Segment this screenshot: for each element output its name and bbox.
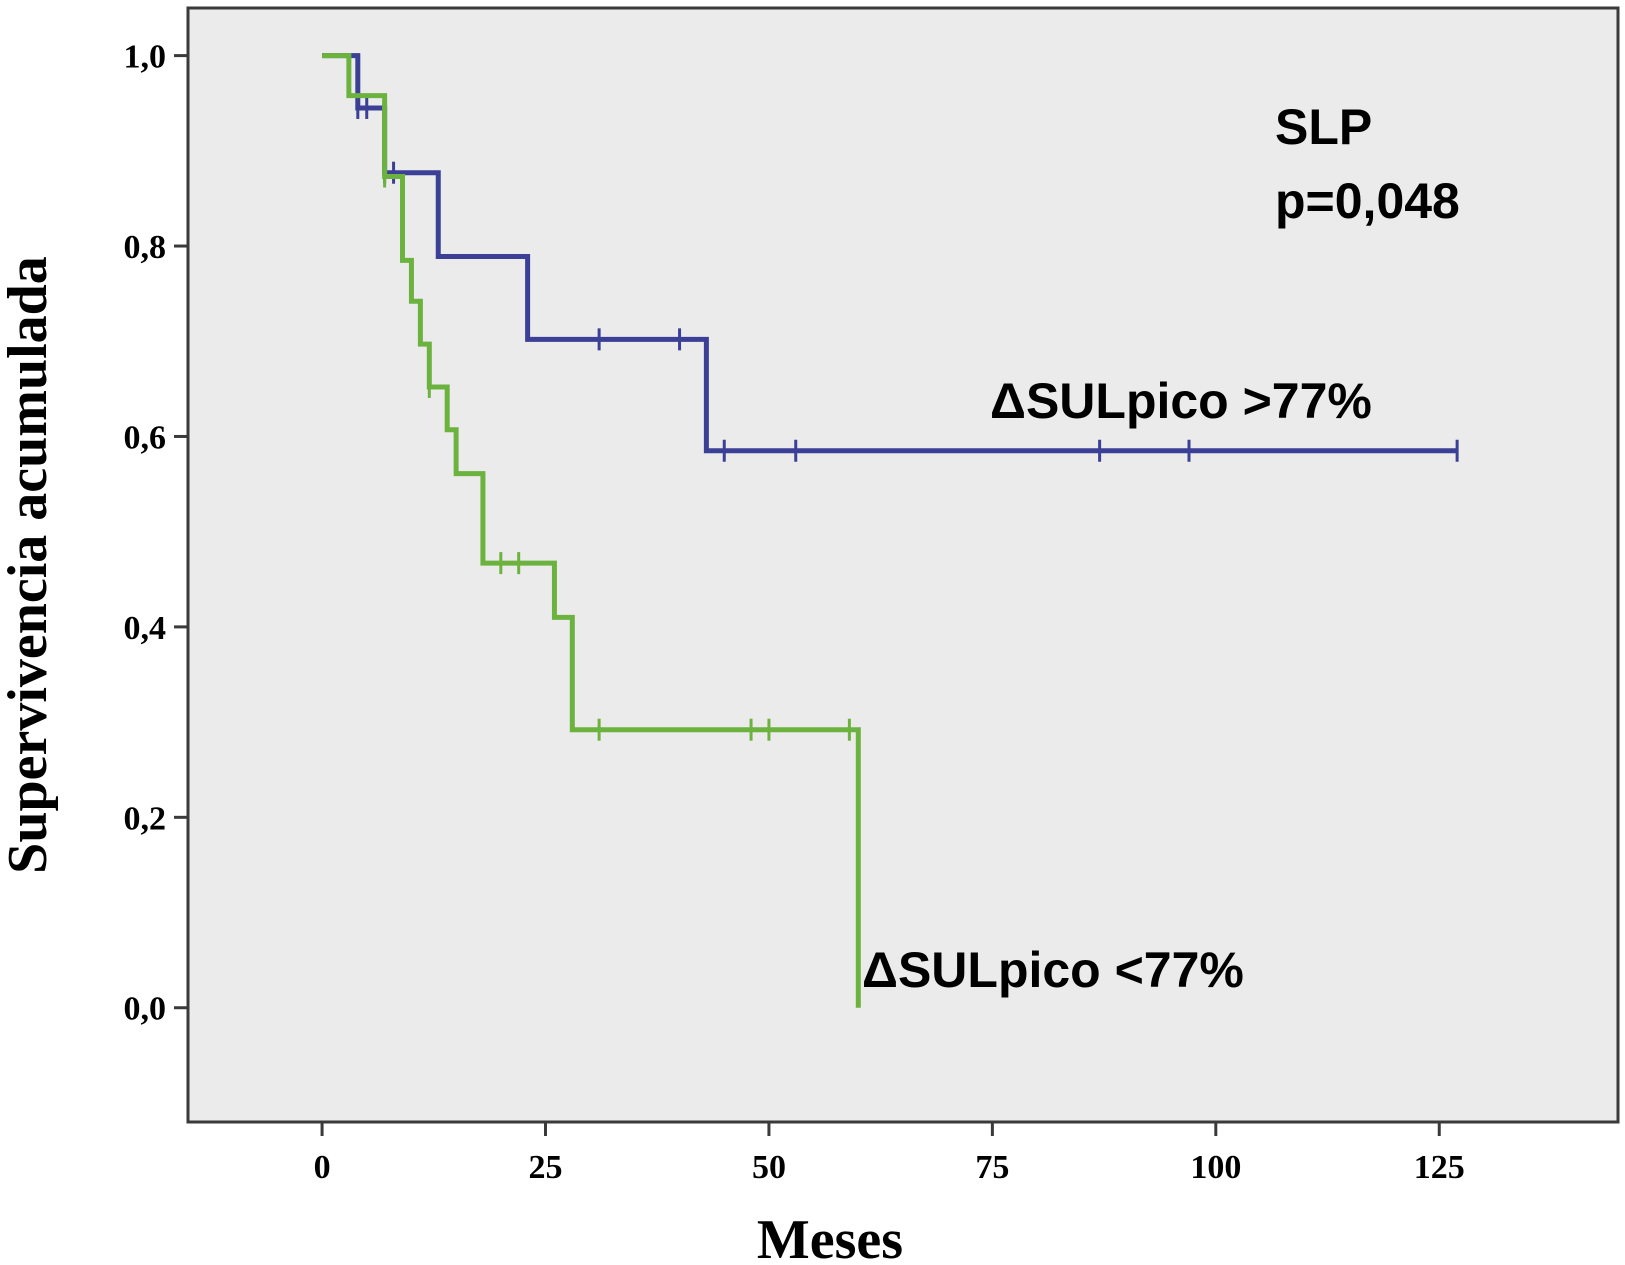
legend-label-low: ΔSULpico <77% [862, 942, 1244, 998]
y-tick-label: 0,2 [124, 800, 167, 837]
y-tick-label: 0,4 [124, 610, 167, 647]
series-low [322, 53, 861, 1008]
y-axis: 0,0 0,2 0,4 0,6 0,8 1,0 [124, 39, 188, 1028]
y-tick-label: 0,6 [124, 419, 167, 456]
x-tick-label: 125 [1414, 1149, 1465, 1186]
y-axis-title: Supervivencia acumulada [0, 256, 59, 874]
x-tick-label: 50 [752, 1149, 786, 1186]
annotation-slp: SLP [1275, 99, 1372, 155]
x-tick-label: 75 [975, 1149, 1009, 1186]
legend-label-high: ΔSULpico >77% [990, 373, 1372, 429]
series-layer [322, 53, 1459, 1008]
annotation-p-value: p=0,048 [1275, 173, 1460, 229]
x-tick-label: 100 [1190, 1149, 1241, 1186]
series-high [322, 53, 1459, 462]
x-axis-title: Meses [757, 1209, 903, 1265]
x-tick-label: 0 [314, 1149, 331, 1186]
x-axis: 0 25 50 75 100 125 [314, 1122, 1465, 1186]
x-tick-label: 25 [529, 1149, 563, 1186]
y-tick-label: 0,0 [124, 991, 167, 1028]
y-tick-label: 0,8 [124, 229, 167, 266]
y-tick-label: 1,0 [124, 39, 167, 76]
plot-area [186, 6, 1620, 1124]
